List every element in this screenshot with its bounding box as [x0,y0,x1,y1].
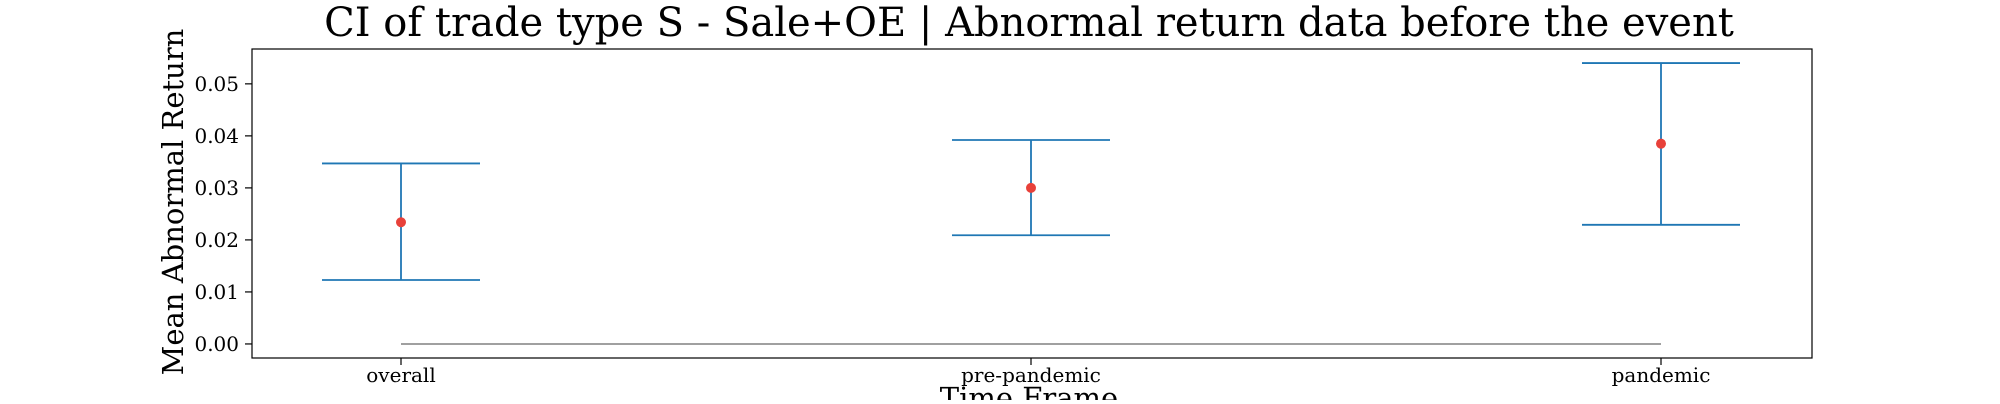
mean-point-pre-pandemic [1026,182,1036,193]
mean-point-overall [396,217,406,228]
x-tick-label: overall [366,363,435,387]
y-tick-label: 0.03 [194,176,239,200]
y-tick-label: 0.02 [194,228,239,252]
x-tick-label: pre-pandemic [961,363,1101,387]
axes-frame [251,48,1813,359]
chart-title: CI of trade type S - Sale+OE | Abnormal … [324,0,1734,46]
y-axis-label: Mean Abnormal Return [156,29,190,376]
plot-area: 0.00 0.01 0.02 0.03 0.04 0.05 overall pre-pande… [194,48,1813,387]
x-axis-label: Time Frame [940,381,1118,400]
mean-point-pandemic [1656,138,1666,149]
x-tick-label: pandemic [1612,363,1711,387]
y-tick-label: 0.00 [194,332,239,356]
y-tick-label: 0.04 [194,124,239,148]
y-tick-label: 0.01 [194,280,239,304]
y-tick-label: 0.05 [194,72,239,96]
